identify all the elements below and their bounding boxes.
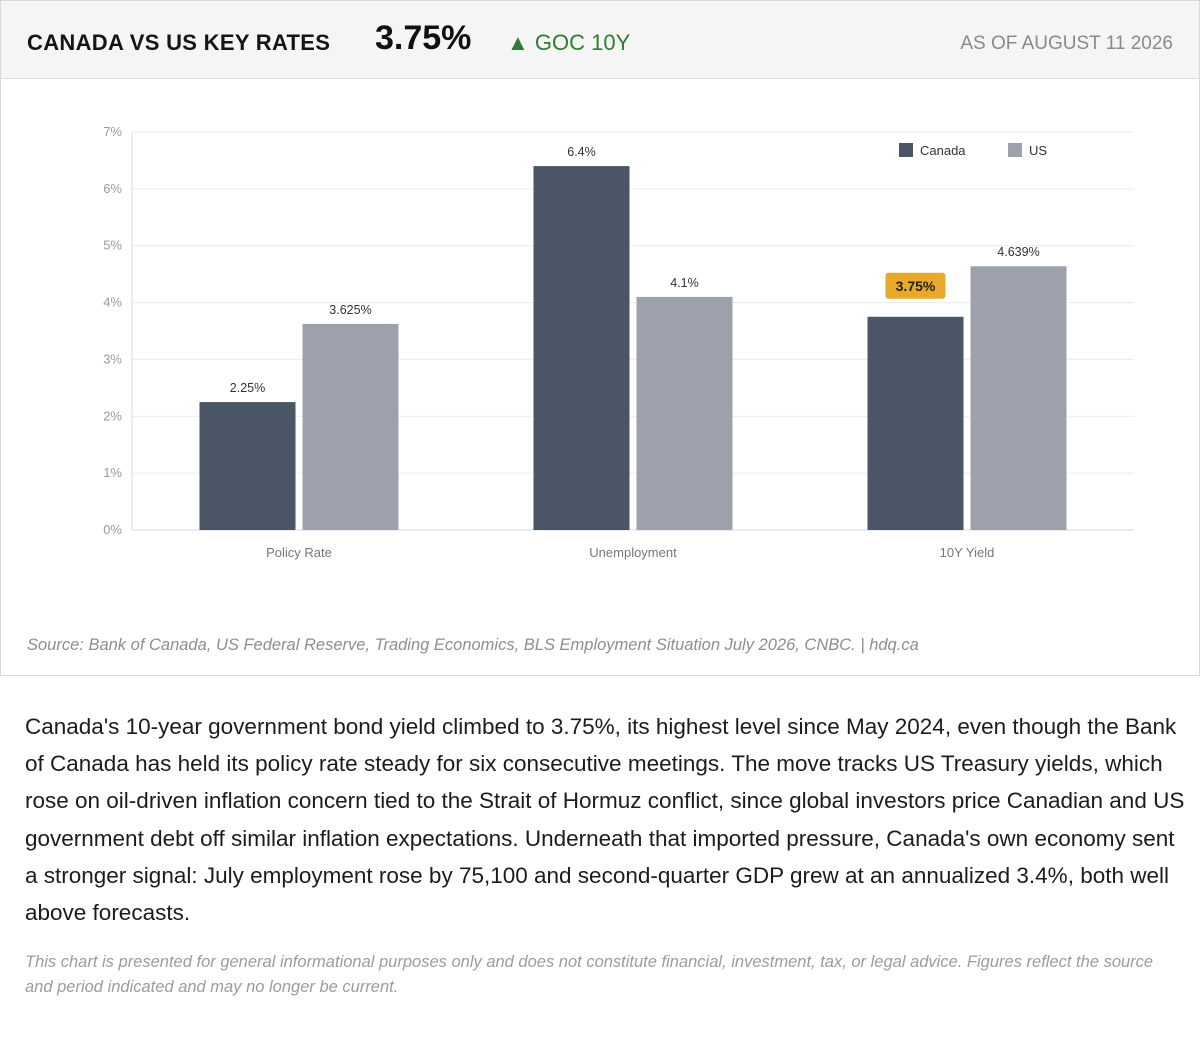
bar-chart: 0% 1% 2% 3% 4% 5% 6% 7% 2.25% 3.625% Policy Rate 6.… [103,124,1134,560]
data-label: 3.625% [329,303,371,317]
y-tick-label: 2% [103,408,122,423]
y-tick-label: 0% [103,522,122,537]
highlight-badge [885,272,946,299]
y-tick-label: 4% [103,295,122,310]
x-tick-label: Policy Rate [266,545,332,560]
data-label: 2.25% [230,381,265,395]
bar-canada [867,316,964,530]
y-tick-label: 1% [103,465,122,480]
chart-title: CANADA VS US KEY RATES [27,30,331,55]
up-arrow-icon: ▲ [507,30,529,55]
y-tick-label: 3% [103,351,122,366]
source-note: Source: Bank of Canada, US Federal Reser… [27,636,919,654]
legend-label: US [1029,143,1047,158]
disclaimer: This chart is presented for general info… [25,953,1154,996]
data-label: 6.4% [567,145,596,159]
highlight-badge-label: 3.75% [896,278,936,294]
y-tick-label: 6% [103,181,122,196]
chart-card: CANADA VS US KEY RATES 3.75% ▲ GOC 10Y A… [0,0,1200,676]
legend-swatch-us [1008,143,1022,157]
x-tick-label: Unemployment [589,545,677,560]
bar-canada [199,402,296,530]
data-label: 4.1% [670,276,699,290]
article-body: Canada's 10-year government bond yield c… [25,714,1185,926]
bar-canada [533,166,630,530]
chart-header: CANADA VS US KEY RATES 3.75% ▲ GOC 10Y A… [1,1,1199,79]
as-of-date: AS OF AUGUST 11 2026 [960,33,1173,54]
x-tick-label: 10Y Yield [940,545,995,560]
data-label: 4.639% [997,245,1039,259]
headline-value: 3.75% [375,19,472,57]
bar-us [970,266,1067,530]
bar-us [302,323,399,530]
legend-swatch-canada [899,143,913,157]
y-tick-label: 5% [103,238,122,253]
change-label: GOC 10Y [534,30,631,55]
change-indicator: ▲ GOC 10Y [507,30,630,56]
y-tick-label: 7% [103,124,122,139]
legend-label: Canada [920,143,966,158]
bar-us [636,296,733,530]
